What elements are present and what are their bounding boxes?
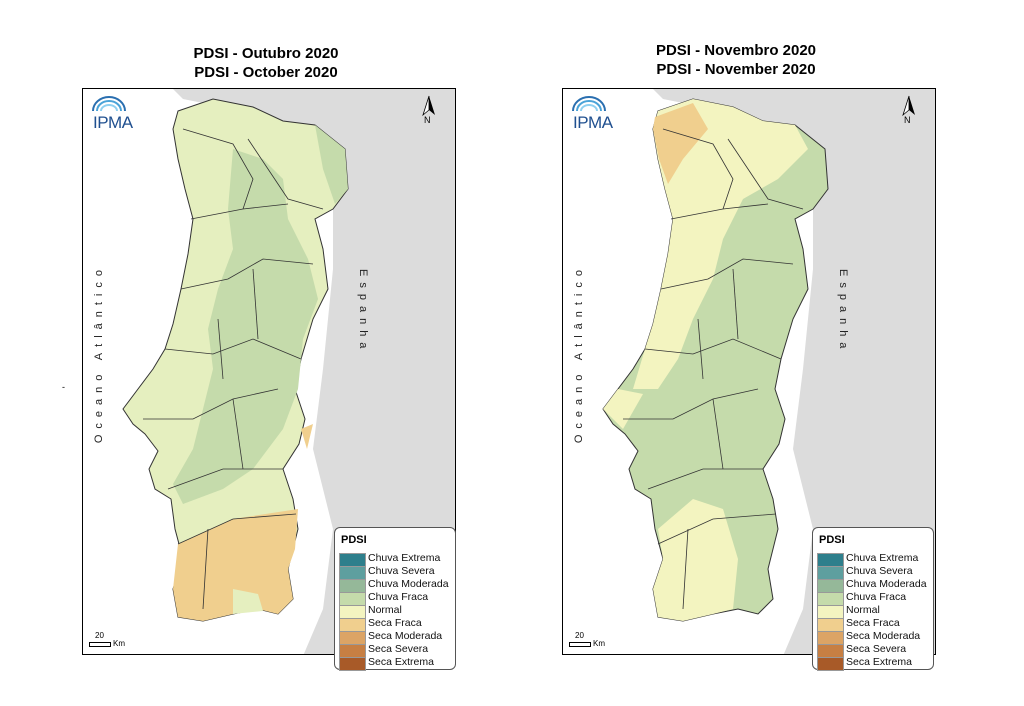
legend-item: Chuva Fraca	[817, 591, 933, 606]
legend-item: Seca Fraca	[817, 617, 933, 632]
spain-label: Espanha	[357, 269, 369, 355]
region-chuva-fraca-2	[315, 125, 348, 204]
spain-area	[653, 89, 935, 654]
region-seca-fraca-northwest	[653, 103, 708, 184]
north-arrow-icon	[902, 95, 915, 117]
legend-title: PDSI	[341, 534, 367, 546]
spain-label: Espanha	[837, 269, 849, 355]
region-normal-south	[653, 499, 738, 621]
ocean-label: Oceano Atlântico	[573, 264, 585, 444]
region-chuva-fraca-1	[173, 149, 318, 504]
legend-label: Seca Extrema	[846, 656, 912, 668]
north-label: N	[424, 115, 431, 125]
legend-label: Chuva Extrema	[846, 552, 919, 564]
north-arrow: N	[899, 95, 919, 131]
legend-item: Seca Moderada	[339, 630, 455, 645]
legend-label: Chuva Moderada	[846, 578, 927, 590]
legend-label: Seca Moderada	[846, 630, 921, 642]
legend-label: Seca Fraca	[846, 617, 900, 629]
legend-label: Seca Severa	[368, 643, 429, 655]
legend-item: Seca Extrema	[339, 656, 455, 671]
map-title-november: PDSI - Novembro 2020 PDSI - November 202…	[636, 41, 836, 79]
legend-item: Seca Moderada	[817, 630, 933, 645]
legend-label: Seca Moderada	[368, 630, 443, 642]
legend-item: Chuva Moderada	[817, 578, 933, 593]
north-arrow: N	[419, 95, 439, 131]
region-normal-north	[633, 99, 808, 389]
legend-item: Seca Extrema	[817, 656, 933, 671]
scale-value: 20	[95, 631, 104, 640]
legend-item: Seca Severa	[339, 643, 455, 658]
ipma-logo: IPMA	[89, 95, 139, 139]
legend-title: PDSI	[819, 534, 845, 546]
region-seca-fraca-east	[301, 424, 313, 449]
scale-bar: 20 Km	[569, 631, 619, 649]
north-arrow-icon	[422, 95, 435, 117]
legend-item: Seca Severa	[817, 643, 933, 658]
legend-label: Chuva Fraca	[846, 591, 907, 603]
scale-bar-graphic	[569, 642, 591, 647]
legend-item: Normal	[817, 604, 933, 619]
title-pt: PDSI - Novembro 2020	[655, 42, 817, 59]
legend-item: Chuva Severa	[339, 565, 455, 580]
district-borders	[143, 128, 324, 610]
legend-label: Chuva Fraca	[368, 591, 429, 603]
scale-unit: Km	[593, 639, 605, 648]
legend-item: Chuva Extrema	[817, 552, 933, 567]
legend-swatch	[817, 657, 844, 671]
legend-october: PDSI Chuva Extrema Chuva Severa Chuva Mode…	[334, 527, 456, 671]
legend-label: Seca Extrema	[368, 656, 434, 668]
legend-item: Chuva Extrema	[339, 552, 455, 567]
legend-november: PDSI Chuva Extrema Chuva Severa Chuva Mode…	[812, 527, 934, 671]
legend-label: Seca Severa	[846, 643, 907, 655]
ipma-logo: IPMA	[569, 95, 619, 139]
title-pt: PDSI - Outubro 2020	[193, 45, 339, 62]
legend-label: Seca Fraca	[368, 617, 422, 629]
legend-item: Normal	[339, 604, 455, 619]
legend-item: Chuva Moderada	[339, 578, 455, 593]
district-borders	[623, 128, 804, 610]
ocean-label: Oceano Atlântico	[93, 264, 105, 444]
region-normal-coast	[603, 389, 643, 429]
ipma-arc-icon	[572, 96, 606, 112]
map-frame-october: IPMA N Oceano Atlântico Espanha 20 Km	[82, 88, 456, 655]
title-en: PDSI - November 2020	[656, 61, 816, 78]
logo-text: IPMA	[93, 113, 133, 132]
spain-area	[173, 89, 455, 654]
north-label: N	[904, 115, 911, 125]
legend-label: Chuva Extrema	[368, 552, 441, 564]
map-canvas-october	[83, 89, 455, 654]
legend-label: Chuva Severa	[846, 565, 913, 577]
logo-text: IPMA	[573, 113, 613, 132]
stray-mark: -	[62, 382, 65, 392]
scale-value: 20	[575, 631, 584, 640]
region-normal-algarve	[233, 589, 263, 614]
legend-label: Chuva Severa	[368, 565, 435, 577]
title-en: PDSI - October 2020	[194, 64, 338, 81]
scale-bar: 20 Km	[89, 631, 139, 649]
ipma-arc-icon	[92, 96, 126, 112]
legend-item: Seca Fraca	[339, 617, 455, 632]
legend-label: Chuva Moderada	[368, 578, 449, 590]
legend-label: Normal	[368, 604, 402, 616]
map-title-october: PDSI - Outubro 2020 PDSI - October 2020	[166, 44, 366, 82]
legend-item: Chuva Severa	[817, 565, 933, 580]
legend-label: Normal	[846, 604, 880, 616]
legend-item: Chuva Fraca	[339, 591, 455, 606]
scale-unit: Km	[113, 639, 125, 648]
scale-bar-graphic	[89, 642, 111, 647]
legend-swatch	[339, 657, 366, 671]
